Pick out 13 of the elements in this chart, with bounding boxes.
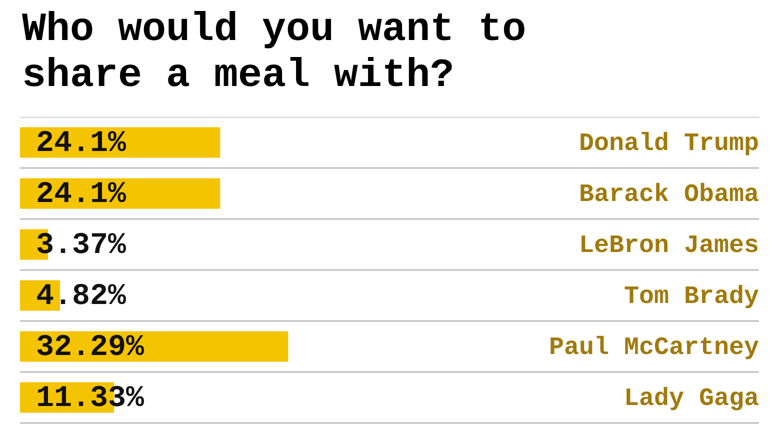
y-tick-label: LeBron James — [578, 230, 759, 260]
data-label: 32.29% — [36, 331, 146, 366]
y-tick-label: Barack Obama — [578, 180, 759, 209]
y-tick-label: Paul McCartney — [548, 332, 759, 362]
y-tick-label: Donald Trump — [578, 128, 759, 158]
chart-title: Who would you want to share a meal with? — [21, 7, 528, 101]
bar — [20, 331, 288, 362]
bar — [20, 127, 220, 158]
data-label: 24.1% — [36, 178, 128, 212]
data-label: 24.1% — [36, 127, 128, 162]
y-tick-label: Tom Brady — [624, 282, 759, 311]
y-tick-label: Lady Gaga — [624, 384, 759, 413]
bar — [20, 178, 220, 209]
